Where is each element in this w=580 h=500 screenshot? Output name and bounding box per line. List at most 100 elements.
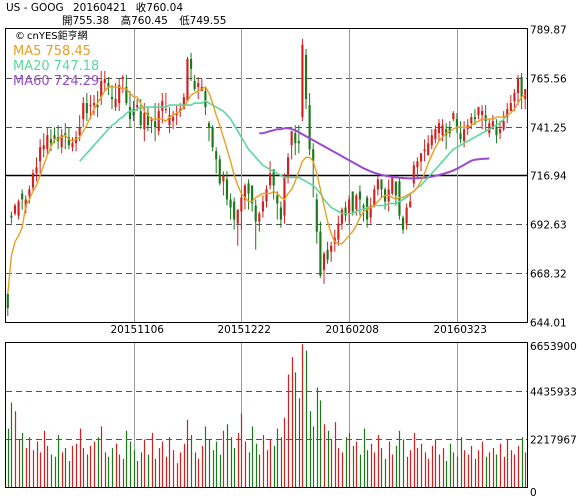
candle-body (186, 58, 189, 102)
candle-body (366, 197, 369, 220)
candle-body (455, 119, 459, 128)
candle-body (247, 183, 250, 194)
volume-y-tick-label: 6653900 (530, 341, 577, 353)
candle-body (218, 159, 221, 184)
candle-body (236, 209, 239, 224)
candle-body (394, 181, 397, 196)
candle-body (294, 133, 297, 144)
volume-y-tick-label: 0 (530, 487, 537, 499)
candle-body (430, 135, 433, 146)
candle-body (251, 185, 254, 204)
candle-body (355, 195, 358, 210)
candle-body (405, 207, 408, 224)
candle-body (427, 143, 430, 156)
candle-body (121, 76, 124, 79)
candle-body (193, 80, 196, 90)
high-price: 高760.45 (120, 15, 168, 27)
x-tick-label: 20151222 (218, 324, 271, 336)
candle-body (276, 195, 279, 204)
candle-body (344, 207, 347, 216)
candle-body (491, 121, 494, 130)
volume-y-axis: 6653900 4435933 2217967 0 (530, 341, 577, 499)
chart-legend: © cnYES鉅亨網 MA5 758.45 MA20 747.18 MA60 7… (13, 29, 99, 89)
candle-body (409, 201, 412, 208)
candle-body (319, 231, 322, 276)
candle-body (330, 245, 333, 252)
candle-body (39, 147, 42, 162)
candle-body (168, 115, 171, 126)
candle-body (172, 117, 175, 122)
candle-body (301, 44, 304, 118)
candle-body (419, 153, 423, 162)
candle-body (215, 151, 218, 160)
candle-body (498, 129, 502, 134)
candle-body (132, 109, 135, 116)
candle-body (10, 215, 13, 218)
candle-body (261, 201, 264, 212)
candle-body (340, 209, 344, 224)
candle-body (103, 78, 106, 83)
candle-body (362, 205, 365, 208)
candle-body (470, 117, 473, 124)
candle-body (258, 213, 261, 222)
candle-body (473, 117, 476, 120)
volume-frame (5, 342, 528, 488)
volume-y-tick-label: 2217967 (530, 435, 577, 447)
candle-body (100, 80, 103, 98)
candle-body (182, 97, 185, 110)
volume-y-tick-label: 4435933 (530, 387, 577, 399)
price-y-tick-label: 765.56 (530, 74, 567, 86)
candle-body (233, 201, 236, 220)
candle-body (150, 119, 153, 122)
candle-body (423, 149, 426, 152)
candle-body (265, 189, 268, 202)
candle-body (42, 145, 45, 150)
legend-source: cnYES鉅亨網 (27, 29, 88, 42)
candle-body (161, 101, 164, 112)
price-y-axis: 789.87 765.56 741.25 716.94 692.63 668.32 644.… (530, 25, 567, 330)
candle-body (312, 149, 315, 162)
candle-body (204, 91, 207, 108)
candle-body (143, 113, 146, 130)
candle-body (398, 181, 401, 216)
quote-header: US - GOOG 20160421 收760.04 開755.38 高760.… (6, 2, 234, 28)
candle-body (24, 199, 27, 208)
price-y-tick-label: 741.25 (530, 123, 567, 135)
candle-body (513, 93, 516, 102)
candle-body (516, 78, 520, 94)
candle-body (254, 205, 257, 222)
price-y-tick-label: 668.32 (530, 269, 567, 281)
candle-body (164, 109, 167, 111)
candle-body (53, 135, 56, 140)
candle-body (240, 197, 243, 212)
candle-body (49, 139, 52, 144)
candle-body (60, 135, 63, 148)
low-price: 低749.55 (179, 15, 227, 27)
candle-body (463, 129, 466, 142)
candle-body (85, 103, 88, 114)
candle-body (315, 199, 318, 232)
candle-body (524, 89, 527, 100)
legend-ma5: MA5 758.45 (13, 44, 91, 59)
candle-body (322, 253, 326, 270)
candle-body (71, 143, 74, 148)
candle-body (495, 127, 498, 136)
candle-body (17, 201, 20, 216)
candle-body (118, 84, 121, 104)
candle-body (351, 191, 354, 212)
candle-body (107, 82, 110, 87)
candle-body (520, 76, 523, 98)
legend-copyright-icon: © (15, 31, 25, 42)
candle-body (308, 105, 311, 150)
candle-body (434, 129, 437, 140)
price-panel: 789.87 765.56 741.25 716.94 692.63 668.32 644.… (5, 25, 567, 336)
candle-body (279, 207, 282, 220)
candle-body (13, 205, 17, 214)
candle-body (283, 175, 286, 216)
candle-body (139, 111, 142, 126)
candle-body (269, 173, 272, 186)
candle-body (416, 161, 419, 168)
candle-body (154, 121, 157, 128)
ma20-line (79, 100, 508, 215)
